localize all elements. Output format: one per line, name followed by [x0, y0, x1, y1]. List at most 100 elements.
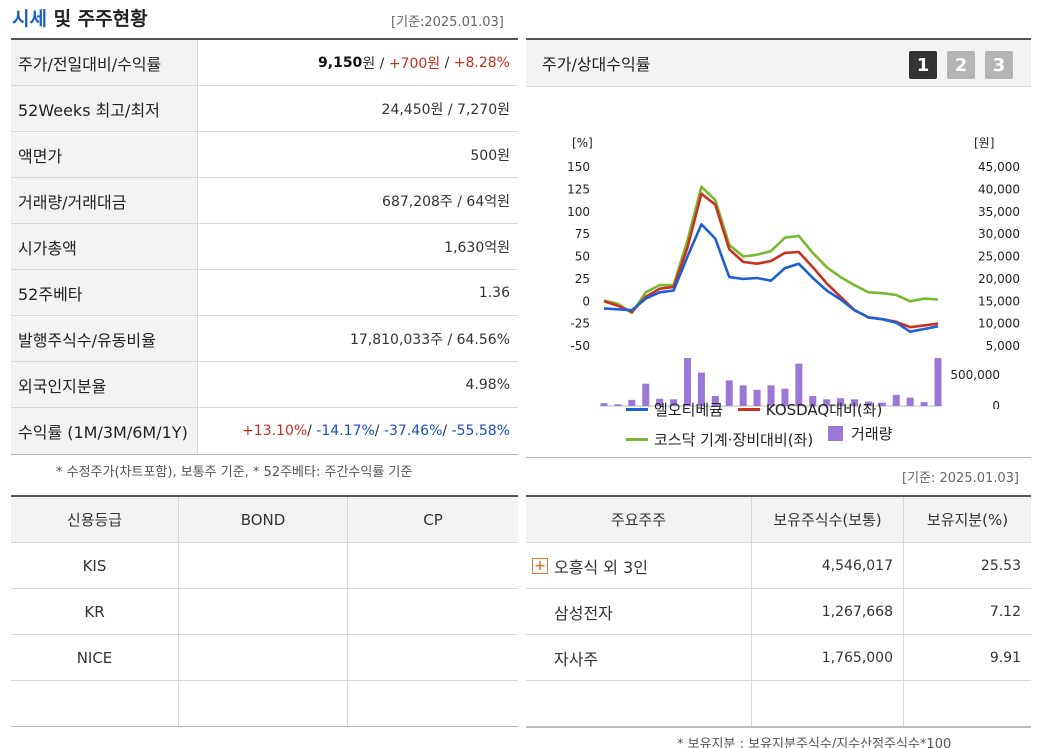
holder-name-cell: 삼성전자 [526, 589, 752, 634]
y-right-unit: [원] [974, 136, 994, 150]
price-row-value: +13.10% / -14.17% / -37.46% / -55.58% [198, 408, 518, 454]
holder-shares: 4,546,017 [752, 543, 904, 588]
holder-name: 삼성전자 [554, 603, 613, 623]
holder-name-cell: 자사주 [526, 635, 752, 680]
legend-label-kosdaq: KOSDAQ대비(좌) [765, 401, 883, 419]
price-value-part: -55.58% [451, 423, 510, 439]
stock-chart: [%] [원] 150 125 100 75 50 25 0 -25 -50 45,000 40,000… [567, 136, 1020, 409]
price-row-value: 9,150 원 / +700원 / +8.28% [198, 40, 518, 85]
page-title: 시세 및 주주현황 [12, 4, 148, 31]
holder-shares [752, 681, 904, 726]
legend-item-volume[interactable]: 거래량 [828, 422, 892, 446]
holder-name[interactable]: 오흥식 외 3인 [554, 557, 648, 577]
credit-header-row: 신용등급 BOND CP [11, 497, 518, 543]
chart-period-buttons: 1 2 3 [909, 51, 1013, 79]
agency-cell [11, 681, 179, 726]
price-row-label: 52주베타 [11, 270, 198, 315]
volume-bar [920, 402, 928, 406]
bond-cell [179, 635, 348, 680]
y-right-tick-label: 15,000 [978, 294, 1020, 308]
price-row: 시가총액 1,630억원 [11, 224, 518, 270]
price-row-value: 1,630억원 [198, 224, 518, 269]
price-value-part: 1,630억원 [444, 239, 510, 256]
agency-cell: KIS [11, 543, 179, 588]
chart-button-3[interactable]: 3 [985, 51, 1013, 79]
price-row: 외국인지분율 4.98% [11, 362, 518, 408]
credit-row-empty [11, 681, 518, 726]
y-left-unit: [%] [572, 136, 593, 150]
y-right-tick-label: 20,000 [978, 272, 1020, 286]
cp-cell [348, 589, 518, 634]
y-right-tick-label: 25,000 [978, 250, 1020, 264]
holder-pct-header: 보유지분(%) [926, 511, 1009, 529]
volume-bar [684, 358, 691, 406]
volume-tick-label: 500,000 [950, 368, 1000, 382]
price-row: 52Weeks 최고/최저 24,450원 / 7,270원 [11, 86, 518, 132]
holder-name-header: 주요주주 [526, 497, 752, 542]
price-row-label: 액면가 [11, 132, 198, 177]
price-value-part: 24,450원 / 7,270원 [381, 101, 510, 118]
volume-bar [614, 404, 622, 406]
volume-bar [837, 398, 845, 406]
y-left-tick-label: 0 [582, 294, 590, 308]
credit-row: NICE [11, 635, 518, 681]
legend-item-kosdaq[interactable]: KOSDAQ대비(좌) [737, 398, 883, 422]
price-row-value: 17,810,033주 / 64.56% [198, 316, 518, 361]
agency-cell: NICE [11, 635, 179, 680]
holders-basis-date: [기준: 2025.01.03] [902, 471, 1020, 486]
y-left-tick-label: -50 [570, 339, 590, 353]
cp-cell [348, 681, 518, 726]
price-row-value: 1.36 [198, 270, 518, 315]
bond-header: BOND [179, 497, 348, 542]
price-value-part: +13.10% [242, 423, 308, 439]
y-right-tick-label: 40,000 [978, 182, 1020, 196]
chart-button-2[interactable]: 2 [947, 51, 975, 79]
y-right-tick-label: 10,000 [978, 317, 1020, 331]
volume-bar [934, 358, 942, 406]
bond-cell [179, 681, 348, 726]
title-rest: 및 주주현황 [46, 8, 148, 30]
bond-cell [179, 589, 348, 634]
credit-header: 신용등급 [11, 497, 179, 542]
volume-bar [851, 399, 858, 406]
y-left-tick-label: -25 [570, 317, 590, 331]
series-line [603, 192, 939, 329]
price-table: 주가/전일대비/수익률 9,150 원 / +700원 / +8.28% 52Week… [11, 38, 518, 455]
legend-item-sector[interactable]: 코스닥 기계·장비대비(좌) [626, 428, 813, 452]
cp-cell [348, 543, 518, 588]
price-row-value: 687,208주 / 64억원 [198, 178, 518, 223]
volume-bar [600, 403, 608, 406]
price-value-part: -37.46% [383, 423, 443, 439]
legend-item-stock[interactable]: 엘오티베큠 [626, 398, 723, 422]
holder-pct: 9.91 [989, 649, 1021, 666]
price-row: 발행주식수/유동비율 17,810,033주 / 64.56% [11, 316, 518, 362]
holder-row: 자사주 1,765,000 9.91 [526, 635, 1031, 681]
price-value-part: 4.98% [465, 376, 510, 393]
holder-shares: 1,765,000 [752, 635, 904, 680]
y-left-tick-label: 50 [575, 250, 590, 264]
volume-bar [767, 385, 775, 406]
volume-bar [892, 394, 900, 406]
legend-square-volume [828, 426, 844, 441]
price-row-label: 거래량/거래대금 [11, 178, 198, 223]
credit-row: KIS [11, 543, 518, 589]
y-right-tick-label: 30,000 [978, 227, 1020, 241]
chart-button-1[interactable]: 1 [909, 51, 937, 79]
holder-name: 자사주 [554, 649, 599, 669]
legend-label-sector: 코스닥 기계·장비대비(좌) [654, 431, 814, 449]
price-value-part: +700원 [388, 55, 441, 72]
y-left-tick-label: 150 [567, 160, 590, 174]
chart-panel-title: 주가/상대수익률 [542, 55, 651, 74]
holder-name-cell: + 오흥식 외 3인 [526, 543, 752, 588]
expand-plus-icon[interactable]: + [532, 557, 548, 574]
credit-row: KR [11, 589, 518, 635]
price-value-part: 9,150 [318, 54, 363, 71]
holders-table: 주요주주 보유주식수(보통) 보유지분(%) + 오흥식 외 3인 4,546,0… [526, 495, 1031, 728]
price-value-part: / [442, 423, 452, 439]
volume-bar [725, 380, 733, 406]
holder-name-cell [526, 681, 752, 726]
chart-panel-header: 주가/상대수익률 1 2 3 [526, 40, 1031, 87]
bond-cell [179, 543, 348, 588]
volume-bar [781, 388, 789, 406]
legend-label-stock: 엘오티베큠 [654, 401, 724, 419]
